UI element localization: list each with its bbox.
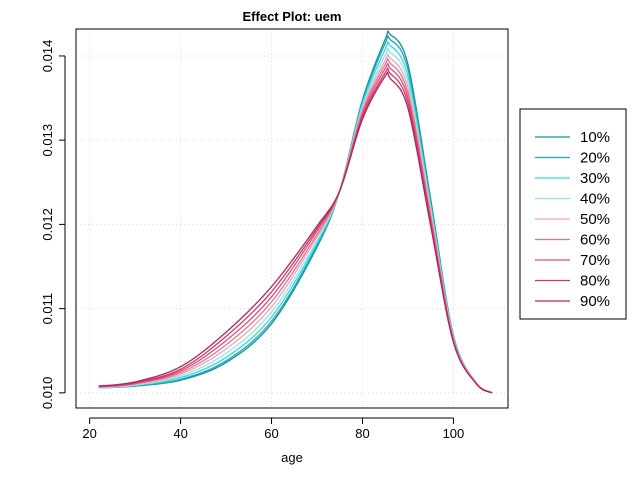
series-line-30pct (98, 41, 493, 394)
legend-label: 50% (580, 211, 610, 228)
legend-label: 20% (580, 150, 610, 167)
series-line-10pct (98, 30, 493, 394)
x-tick-label: 60 (264, 426, 278, 441)
grid-lines (76, 29, 508, 408)
y-tick-label: 0.014 (40, 40, 55, 73)
series-line-40pct (98, 47, 493, 394)
plot-frame (75, 28, 509, 409)
x-tick-label: 20 (82, 426, 96, 441)
chart-title: Effect Plot: uem (243, 9, 342, 24)
y-tick-label: 0.010 (40, 377, 55, 410)
x-tick-label: 40 (173, 426, 187, 441)
legend-label: 30% (580, 170, 610, 187)
x-axis: 20 40 60 80 100 (82, 417, 465, 441)
legend-label: 10% (580, 129, 610, 146)
x-axis-label: age (281, 450, 303, 465)
series-line-90pct (98, 71, 493, 394)
legend-box (519, 108, 627, 320)
x-tick-label: 100 (443, 426, 465, 441)
legend-label: 70% (580, 252, 610, 269)
legend-label: 40% (580, 191, 610, 208)
legend: 10% 20% 30% 40% 50% 60% 70% 80% 90% (519, 108, 627, 320)
series-lines (98, 30, 493, 394)
series-line-20pct (98, 35, 493, 394)
x-tick-label: 80 (355, 426, 369, 441)
legend-label: 80% (580, 273, 610, 290)
series-line-50pct (98, 53, 493, 394)
legend-label: 90% (580, 293, 610, 310)
legend-label: 60% (580, 232, 610, 249)
y-axis: 0.010 0.011 0.012 0.013 0.014 (40, 40, 66, 410)
y-tick-label: 0.012 (40, 208, 55, 241)
y-tick-label: 0.011 (40, 293, 55, 325)
y-tick-label: 0.013 (40, 124, 55, 157)
series-line-60pct (98, 58, 493, 394)
